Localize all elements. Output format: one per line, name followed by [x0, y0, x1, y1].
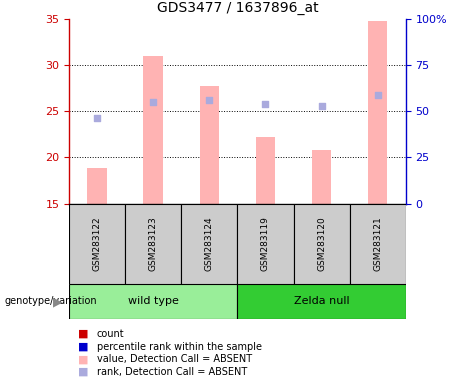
Bar [237, 284, 406, 319]
Text: ■: ■ [78, 367, 89, 377]
Text: genotype/variation: genotype/variation [5, 296, 97, 306]
Text: rank, Detection Call = ABSENT: rank, Detection Call = ABSENT [97, 367, 247, 377]
Bar [256, 137, 275, 204]
Text: GSM283121: GSM283121 [373, 217, 382, 271]
Text: percentile rank within the sample: percentile rank within the sample [97, 342, 262, 352]
Point [262, 101, 269, 107]
Text: Zelda null: Zelda null [294, 296, 349, 306]
Text: wild type: wild type [128, 296, 179, 306]
Bar [69, 284, 237, 319]
Text: count: count [97, 329, 124, 339]
Bar [200, 86, 219, 204]
Text: value, Detection Call = ABSENT: value, Detection Call = ABSENT [97, 354, 252, 364]
Text: GSM283120: GSM283120 [317, 217, 326, 271]
Point [149, 99, 157, 105]
Bar [88, 169, 107, 204]
Text: ▶: ▶ [53, 295, 62, 308]
Text: GSM283119: GSM283119 [261, 217, 270, 271]
Bar [237, 204, 294, 284]
Point [206, 97, 213, 103]
Bar [69, 204, 125, 284]
Point [374, 92, 381, 98]
Bar [143, 56, 163, 204]
Text: GSM283124: GSM283124 [205, 217, 214, 271]
Text: GSM283123: GSM283123 [149, 217, 158, 271]
Bar [312, 150, 331, 204]
Title: GDS3477 / 1637896_at: GDS3477 / 1637896_at [157, 2, 318, 15]
Bar [368, 21, 387, 204]
Point [318, 103, 325, 109]
Text: ■: ■ [78, 329, 89, 339]
Text: ■: ■ [78, 342, 89, 352]
Text: ■: ■ [78, 354, 89, 364]
Bar [181, 204, 237, 284]
Bar [125, 204, 181, 284]
Bar [349, 204, 406, 284]
Text: GSM283122: GSM283122 [93, 217, 102, 271]
Point [94, 115, 101, 121]
Bar [294, 204, 349, 284]
